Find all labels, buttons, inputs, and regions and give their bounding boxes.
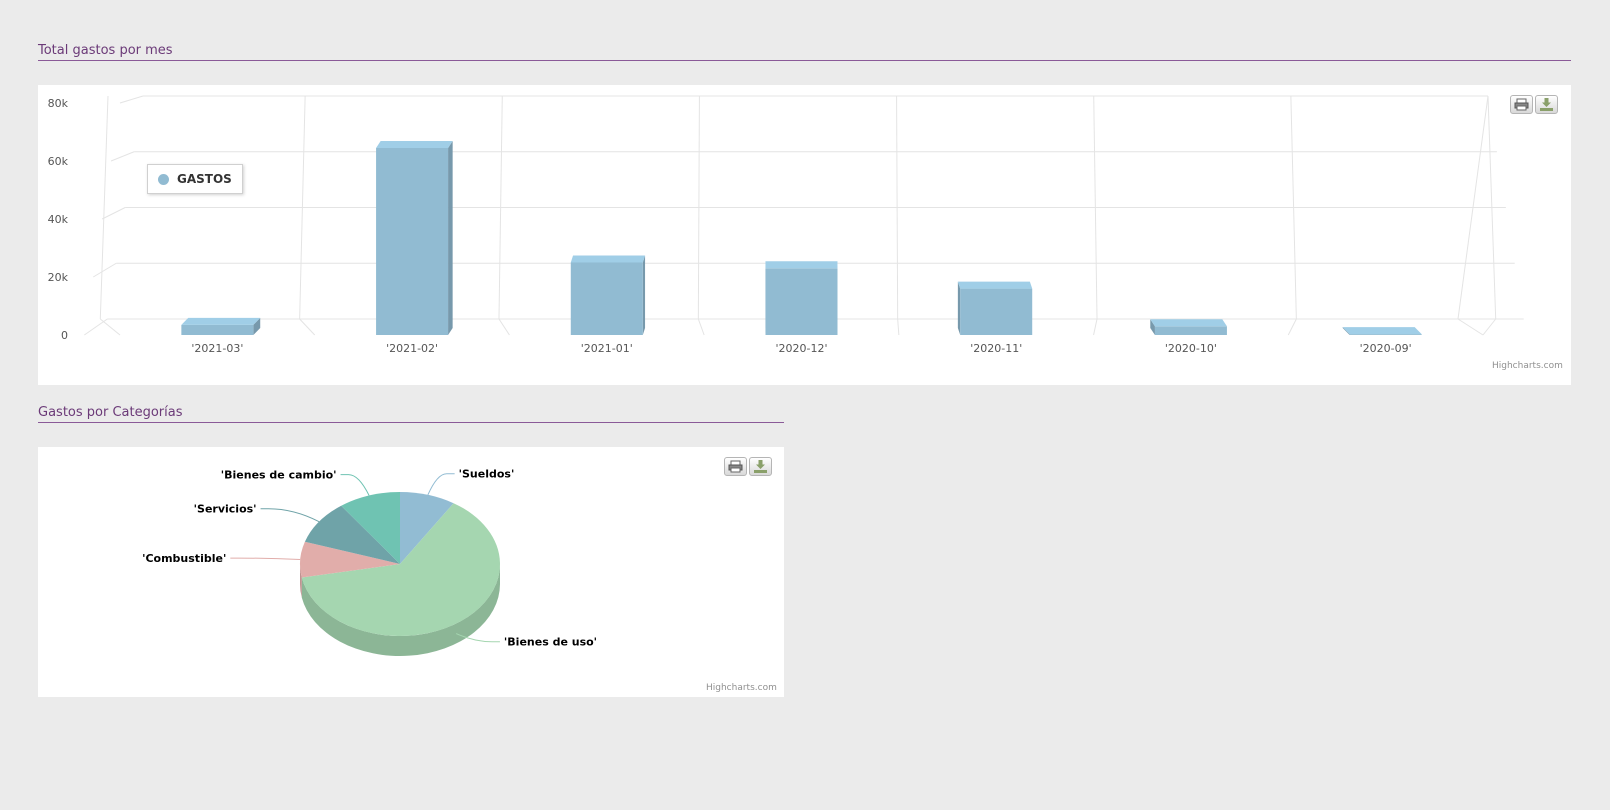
bar-front xyxy=(1349,334,1422,335)
x-tick-label: '2021-01' xyxy=(581,342,633,355)
x-tick-label: '2020-11' xyxy=(970,342,1022,355)
bar-0[interactable] xyxy=(181,317,261,335)
pie-download-button[interactable] xyxy=(749,457,772,476)
grid-floor-line xyxy=(897,318,900,336)
grid-category-line xyxy=(1487,95,1497,320)
pie-slice-0[interactable] xyxy=(400,492,454,564)
monthly-chart-title: Total gastos por mes xyxy=(38,43,1571,61)
pie-connector xyxy=(455,633,500,643)
bar-top xyxy=(181,317,261,325)
bar-side xyxy=(957,281,961,335)
bar-front xyxy=(960,288,1033,335)
bar-4[interactable] xyxy=(957,281,1033,335)
pie-highcharts-credit[interactable]: Highcharts.com xyxy=(706,683,777,693)
x-tick-label: '2020-12' xyxy=(775,342,827,355)
bar-side xyxy=(1342,327,1350,335)
x-tick-label: '2020-10' xyxy=(1165,342,1217,355)
bar-top xyxy=(957,281,1033,289)
highcharts-credit[interactable]: Highcharts.com xyxy=(1492,361,1563,371)
bar-side xyxy=(448,140,453,335)
category-chart-title: Gastos por Categorías xyxy=(38,405,784,423)
bar-front xyxy=(765,268,838,335)
grid-floor-line xyxy=(1093,318,1098,336)
pie-label-3: 'Servicios' xyxy=(194,503,257,516)
pie-connector xyxy=(230,557,301,560)
grid-side-line xyxy=(101,207,126,220)
download-icon xyxy=(754,460,767,473)
pie-slice-4[interactable] xyxy=(341,492,400,564)
x-tick-label: '2020-09' xyxy=(1360,342,1412,355)
grid-category-line xyxy=(697,95,700,320)
grid-floor-line xyxy=(697,318,705,336)
printer-icon xyxy=(1514,98,1529,111)
monthly-bar-chart: 0 20k 40k 60k 80k '2021-03' '2021-02' '2021-01'… xyxy=(48,95,1524,355)
grid-category-line xyxy=(1093,95,1098,320)
monthly-chart-panel: 0 20k 40k 60k 80k '2021-03' '2021-02' '2021-01'… xyxy=(38,85,1571,385)
bar-6[interactable] xyxy=(1342,327,1422,335)
pie-connector xyxy=(260,508,320,523)
bar-5[interactable] xyxy=(1150,319,1227,335)
bar-top xyxy=(765,261,838,269)
pie-label-0: 'Sueldos' xyxy=(459,468,515,481)
download-icon xyxy=(1540,98,1553,111)
grid-side-line xyxy=(92,262,117,278)
legend-marker xyxy=(158,173,169,185)
grid-floor-line xyxy=(1287,318,1297,336)
bar-1[interactable] xyxy=(376,140,453,335)
grid-side-line xyxy=(119,95,144,104)
grid-category-line xyxy=(896,95,899,320)
grid-category-line xyxy=(299,95,306,320)
grid-floor-line xyxy=(1482,318,1497,336)
pie-connector xyxy=(340,474,370,496)
bar-front xyxy=(570,262,643,335)
download-button[interactable] xyxy=(1535,95,1558,114)
y-tick-label: 80k xyxy=(48,97,69,110)
grid-floor-line xyxy=(299,318,316,336)
bar-front xyxy=(181,324,254,335)
bar-3[interactable] xyxy=(765,261,838,335)
y-tick-label: 40k xyxy=(48,213,69,226)
grid-side-line xyxy=(110,151,135,162)
grid-wall-edge xyxy=(1457,318,1484,336)
bar-side xyxy=(642,255,646,335)
y-tick-label: 60k xyxy=(48,155,69,168)
bar-side xyxy=(1150,319,1155,335)
pie-slice-3[interactable] xyxy=(304,505,400,564)
y-tick-label: 20k xyxy=(48,271,69,284)
bar-top xyxy=(1150,319,1227,327)
bar-top xyxy=(1342,327,1422,335)
pie-label-4: 'Bienes de cambio' xyxy=(221,469,337,482)
category-pie-chart: 'Sueldos' 'Bienes de uso' 'Combustible' 'Se… xyxy=(142,468,597,656)
pie-label-2: 'Combustible' xyxy=(142,552,226,565)
grid-wall-edge xyxy=(1457,95,1489,320)
pie-label-1: 'Bienes de uso' xyxy=(504,636,597,649)
print-button[interactable] xyxy=(1510,95,1533,114)
bar-top xyxy=(570,255,646,263)
bar-top xyxy=(376,140,453,148)
pie-print-button[interactable] xyxy=(724,457,747,476)
pie-connector xyxy=(427,473,455,496)
bar-front xyxy=(1154,326,1227,335)
grid-floor-line xyxy=(99,318,121,336)
bar-front xyxy=(376,147,449,335)
grid-category-line xyxy=(498,95,503,320)
pie-slice-side-1 xyxy=(301,564,500,656)
grid-floor-line xyxy=(498,318,510,336)
category-chart-panel: 'Sueldos' 'Bienes de uso' 'Combustible' 'Se… xyxy=(38,447,784,697)
x-tick-label: '2021-03' xyxy=(191,342,243,355)
grid-category-line xyxy=(99,95,109,320)
pie-slice-2[interactable] xyxy=(300,541,400,578)
printer-icon xyxy=(728,460,743,473)
legend-label-gastos: GASTOS xyxy=(177,172,232,186)
grid-category-line xyxy=(1290,95,1297,320)
bar-side xyxy=(253,317,261,335)
pie-slice-1[interactable] xyxy=(301,503,500,636)
x-tick-label: '2021-02' xyxy=(386,342,438,355)
pie-slice-side-2 xyxy=(300,564,302,598)
y-tick-label: 0 xyxy=(61,329,68,342)
chart-legend[interactable]: GASTOS xyxy=(147,164,243,194)
bar-2[interactable] xyxy=(570,255,646,336)
